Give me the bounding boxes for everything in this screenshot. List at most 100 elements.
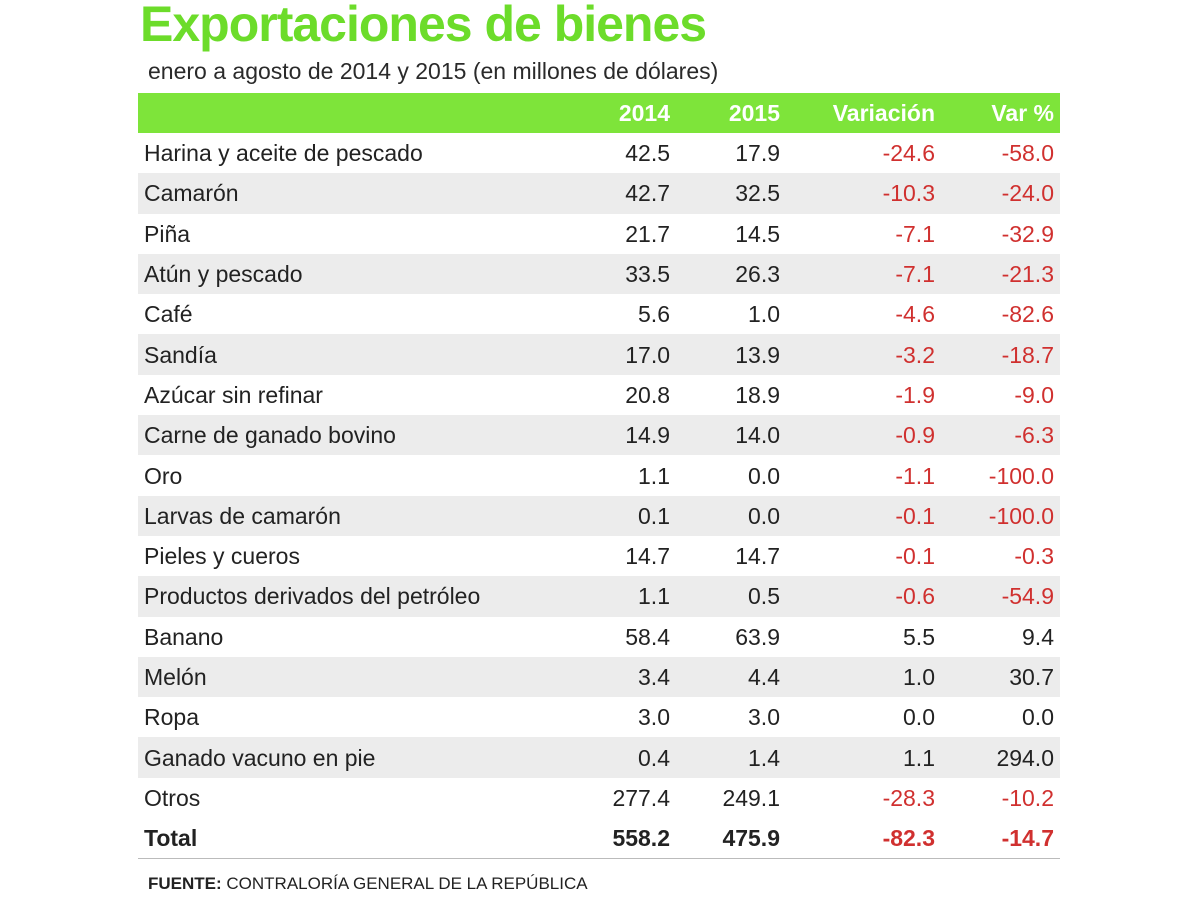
table-row: Camarón 42.7 32.5 -10.3 -24.0 — [138, 173, 1060, 214]
cell-product: Ganado vacuno en pie — [144, 744, 376, 771]
total-row: Total 558.2 475.9 -82.3 -14.7 — [138, 818, 1060, 860]
total-label: Total — [144, 825, 198, 852]
table-row: Azúcar sin refinar 20.8 18.9 -1.9 -9.0 — [138, 375, 1060, 415]
cell-var-pct: -32.9 — [1001, 220, 1054, 247]
table-row: Larvas de camarón 0.1 0.0 -0.1 -100.0 — [138, 495, 1060, 536]
table-row: Harina y aceite de pescado 42.5 17.9 -24.6 -… — [138, 133, 1060, 173]
cell-variacion: -3.2 — [895, 341, 935, 368]
cell-var-pct: -6.3 — [1014, 422, 1054, 449]
cell-2014: 58.4 — [625, 623, 670, 650]
cell-var-pct: -54.9 — [1001, 583, 1054, 610]
cell-product: Productos derivados del petróleo — [144, 583, 481, 610]
table-row: Oro 1.1 0.0 -1.1 -100.0 — [138, 455, 1060, 495]
cell-2015: 1.4 — [748, 744, 780, 771]
table-row: Pieles y cueros 14.7 14.7 -0.1 -0.3 — [138, 536, 1060, 576]
cell-2015: 26.3 — [735, 261, 780, 288]
cell-product: Carne de ganado bovino — [144, 422, 396, 449]
cell-2015: 13.9 — [735, 341, 780, 368]
table-row: Piña 21.7 14.5 -7.1 -32.9 — [138, 214, 1060, 254]
cell-2015: 17.9 — [735, 140, 780, 167]
cell-variacion: -0.6 — [895, 583, 935, 610]
cell-var-pct: -10.2 — [1001, 784, 1054, 811]
cell-2014: 21.7 — [625, 220, 670, 247]
cell-variacion: 0.0 — [903, 704, 935, 731]
cell-var-pct: -100.0 — [988, 502, 1054, 529]
total-2015: 475.9 — [722, 825, 780, 852]
cell-2015: 32.5 — [735, 180, 780, 207]
cell-product: Harina y aceite de pescado — [144, 140, 423, 167]
cell-variacion: 5.5 — [903, 623, 935, 650]
cell-var-pct: -18.7 — [1001, 341, 1054, 368]
cell-2015: 14.0 — [735, 422, 780, 449]
cell-var-pct: 0.0 — [1022, 704, 1054, 731]
cell-2014: 0.4 — [638, 744, 670, 771]
cell-variacion: -1.1 — [895, 462, 935, 489]
cell-2015: 14.5 — [735, 220, 780, 247]
cell-2014: 277.4 — [612, 784, 670, 811]
cell-product: Oro — [144, 462, 183, 489]
table-row: Melón 3.4 4.4 1.0 30.7 — [138, 656, 1060, 698]
cell-variacion: -0.9 — [895, 422, 935, 449]
cell-var-pct: -100.0 — [988, 462, 1054, 489]
cell-var-pct: -24.0 — [1001, 180, 1054, 207]
cell-variacion: -1.9 — [895, 381, 935, 408]
cell-2014: 17.0 — [625, 341, 670, 368]
page-title: Exportaciones de bienes — [140, 0, 707, 52]
cell-var-pct: 294.0 — [996, 744, 1054, 771]
cell-2015: 1.0 — [748, 301, 780, 328]
cell-product: Banano — [144, 623, 224, 650]
cell-2014: 5.6 — [638, 301, 670, 328]
cell-2015: 3.0 — [748, 704, 780, 731]
cell-variacion: -24.6 — [882, 140, 935, 167]
page-subtitle: enero a agosto de 2014 y 2015 (en millon… — [148, 58, 719, 84]
cell-2015: 63.9 — [735, 623, 780, 650]
cell-product: Ropa — [144, 704, 199, 731]
cell-2015: 0.0 — [748, 462, 780, 489]
cell-2014: 42.5 — [625, 140, 670, 167]
cell-variacion: -7.1 — [895, 261, 935, 288]
table-row: Atún y pescado 33.5 26.3 -7.1 -21.3 — [138, 253, 1060, 295]
cell-var-pct: -21.3 — [1001, 261, 1054, 288]
cell-product: Pieles y cueros — [144, 543, 300, 570]
cell-var-pct: -58.0 — [1001, 140, 1054, 167]
table-row: Banano 58.4 63.9 5.5 9.4 — [138, 617, 1060, 657]
exports-table: 2014 2015 Variación Var % Harina y aceit… — [138, 93, 1060, 860]
cell-variacion: 1.1 — [903, 744, 935, 771]
cell-2014: 14.9 — [625, 422, 670, 449]
cell-product: Azúcar sin refinar — [144, 381, 323, 408]
cell-product: Camarón — [144, 180, 239, 207]
cell-2015: 18.9 — [735, 381, 780, 408]
header-2014: 2014 — [618, 100, 670, 126]
table-row: Ropa 3.0 3.0 0.0 0.0 — [138, 697, 1060, 737]
header-2015: 2015 — [728, 100, 780, 126]
cell-product: Café — [144, 301, 193, 328]
cell-product: Atún y pescado — [144, 261, 303, 288]
cell-2014: 42.7 — [625, 180, 670, 207]
header-var-pct: Var % — [991, 100, 1054, 126]
cell-2014: 1.1 — [638, 462, 670, 489]
table-body: Harina y aceite de pescado 42.5 17.9 -24.6 -… — [138, 133, 1060, 818]
cell-var-pct: -0.3 — [1014, 543, 1054, 570]
table-row: Ganado vacuno en pie 0.4 1.4 1.1 294.0 — [138, 737, 1060, 778]
cell-variacion: -10.3 — [882, 180, 935, 207]
cell-variacion: -0.1 — [895, 502, 935, 529]
table-row: Otros 277.4 249.1 -28.3 -10.2 — [138, 778, 1060, 818]
source-note: FUENTE: CONTRALORÍA GENERAL DE LA REPÚBL… — [148, 873, 588, 895]
cell-variacion: 1.0 — [903, 664, 935, 690]
cell-2015: 4.4 — [748, 664, 780, 690]
cell-var-pct: 9.4 — [1022, 623, 1054, 650]
cell-product: Sandía — [144, 341, 217, 368]
cell-variacion: -4.6 — [895, 301, 935, 328]
table-row: Café 5.6 1.0 -4.6 -82.6 — [138, 294, 1060, 334]
source-text: CONTRALORÍA GENERAL DE LA REPÚBLICA — [221, 874, 588, 893]
header-variacion: Variación — [832, 100, 935, 126]
cell-var-pct: 30.7 — [1009, 664, 1054, 690]
cell-2014: 33.5 — [625, 261, 670, 288]
cell-product: Larvas de camarón — [144, 502, 341, 529]
cell-2014: 3.0 — [638, 704, 670, 731]
total-2014: 558.2 — [612, 825, 670, 852]
cell-2014: 14.7 — [625, 543, 670, 570]
cell-var-pct: -9.0 — [1014, 381, 1054, 408]
table-row: Carne de ganado bovino 14.9 14.0 -0.9 -6.3 — [138, 415, 1060, 456]
cell-2014: 0.1 — [638, 502, 670, 529]
